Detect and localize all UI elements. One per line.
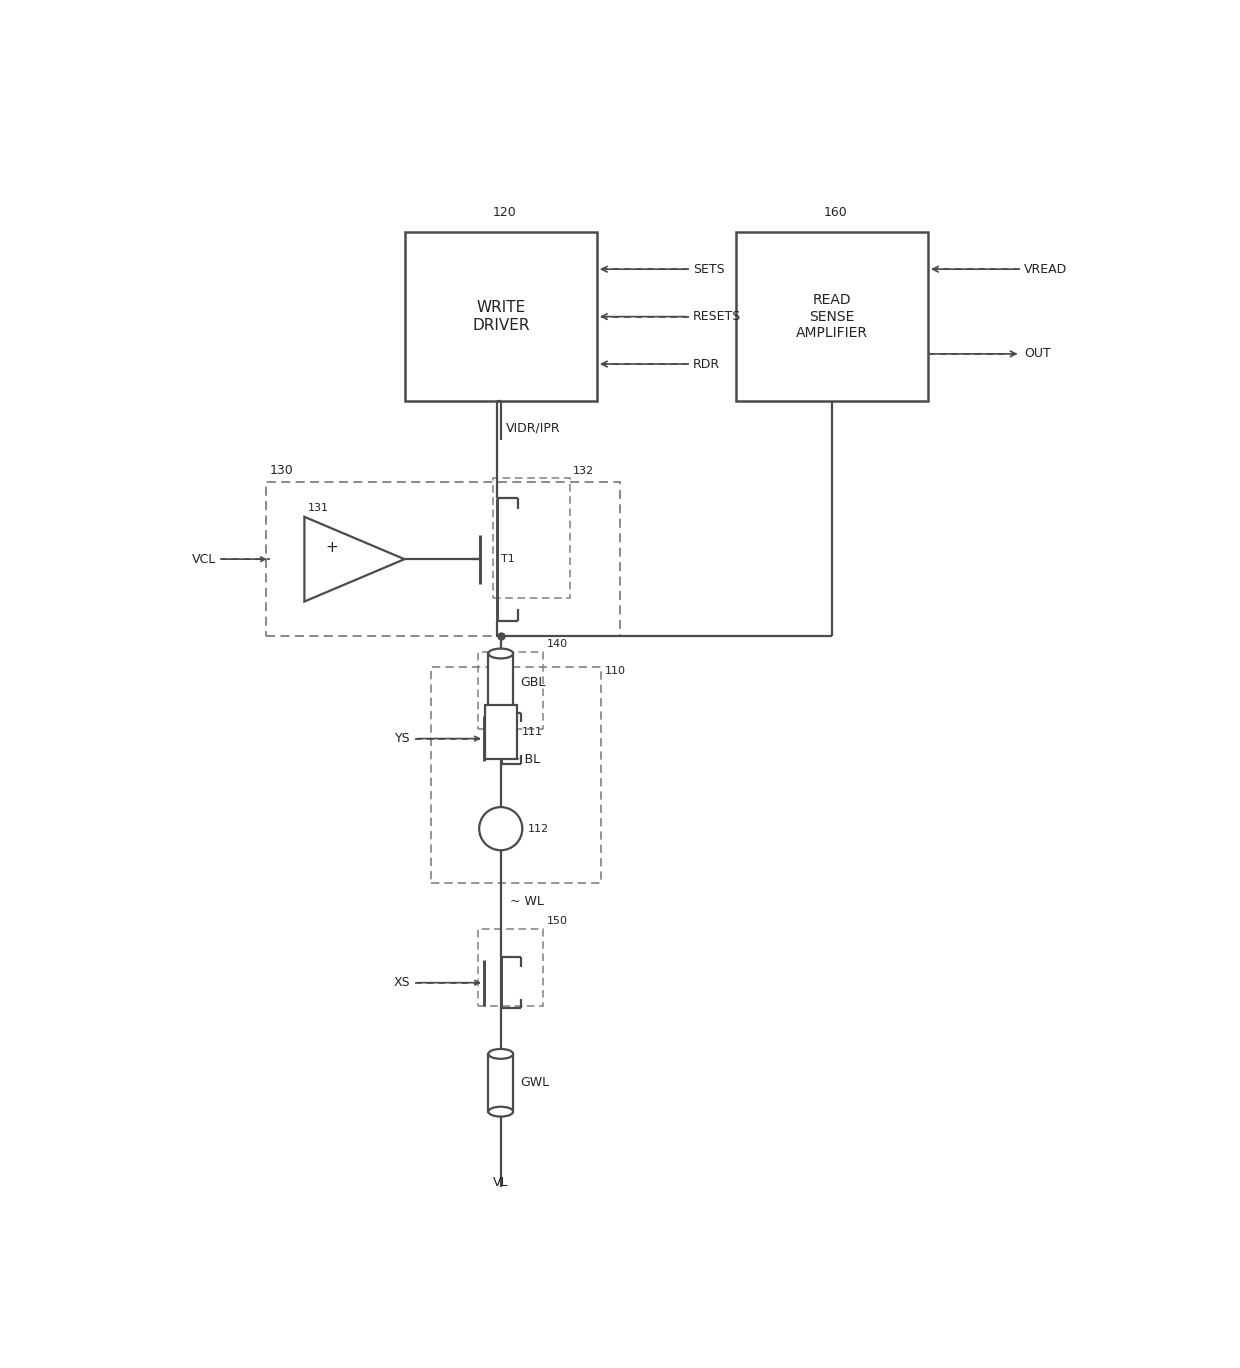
Text: 110: 110 xyxy=(605,666,626,676)
Bar xyxy=(494,479,570,598)
Bar xyxy=(265,482,620,636)
Text: 140: 140 xyxy=(547,639,568,648)
Bar xyxy=(477,929,543,1005)
Bar xyxy=(404,233,596,401)
Bar xyxy=(489,1053,513,1112)
Bar xyxy=(735,233,928,401)
Text: 150: 150 xyxy=(547,917,568,926)
Text: VL: VL xyxy=(494,1176,508,1189)
Text: YS: YS xyxy=(396,732,410,746)
Ellipse shape xyxy=(489,648,513,658)
Text: 132: 132 xyxy=(573,465,594,476)
Text: 160: 160 xyxy=(825,207,848,219)
Text: 120: 120 xyxy=(494,207,517,219)
Text: VIDR/IPR: VIDR/IPR xyxy=(506,421,560,435)
Text: +: + xyxy=(325,540,337,555)
Text: ~ WL: ~ WL xyxy=(510,895,544,908)
Text: WRITE
DRIVER: WRITE DRIVER xyxy=(472,301,529,332)
Bar xyxy=(432,668,601,882)
Text: XS: XS xyxy=(394,977,410,989)
Text: 131: 131 xyxy=(309,502,330,513)
Text: VREAD: VREAD xyxy=(1024,263,1068,276)
Text: SETS: SETS xyxy=(693,263,725,276)
Text: GBL: GBL xyxy=(520,676,546,689)
Text: RESETS: RESETS xyxy=(693,311,742,323)
Text: 111: 111 xyxy=(522,728,543,737)
Ellipse shape xyxy=(489,1049,513,1059)
Text: VCL: VCL xyxy=(192,553,216,566)
Bar xyxy=(485,706,517,759)
Text: T1: T1 xyxy=(501,554,515,564)
Ellipse shape xyxy=(489,706,513,717)
Text: READ
SENSE
AMPLIFIER: READ SENSE AMPLIFIER xyxy=(796,293,868,339)
Text: 130: 130 xyxy=(270,464,294,477)
Text: GWL: GWL xyxy=(520,1077,549,1089)
Ellipse shape xyxy=(489,1107,513,1116)
Text: ~ BL: ~ BL xyxy=(510,752,541,766)
Text: 112: 112 xyxy=(528,824,549,833)
Circle shape xyxy=(479,807,522,851)
Text: RDR: RDR xyxy=(693,357,720,371)
Text: OUT: OUT xyxy=(1024,347,1052,360)
Bar xyxy=(477,651,543,729)
Bar xyxy=(489,654,513,711)
